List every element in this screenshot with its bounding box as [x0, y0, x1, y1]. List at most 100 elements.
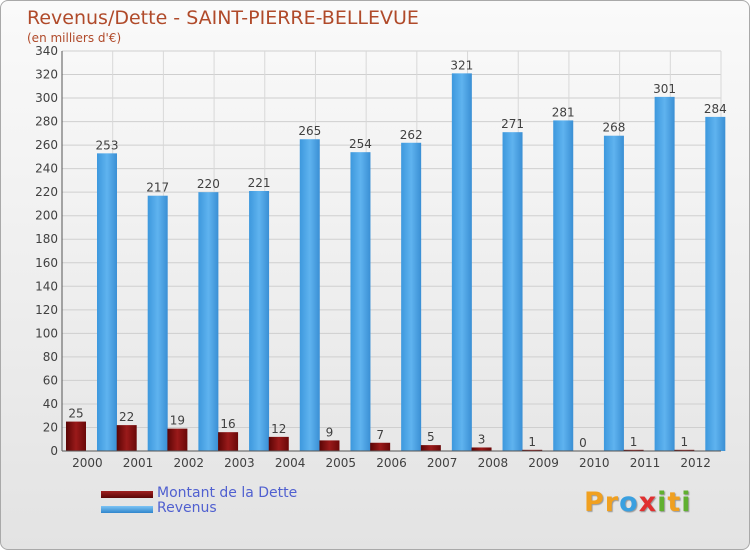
data-label-revenus: 217	[146, 181, 169, 195]
data-label-dette: 16	[220, 417, 235, 431]
logo-letter: P	[584, 487, 605, 518]
bar-dette	[623, 449, 644, 451]
bar-dette	[420, 445, 441, 451]
x-tick-label: 2010	[579, 456, 610, 470]
y-tick-label: 60	[43, 373, 58, 387]
x-tick-label: 2007	[427, 456, 458, 470]
bars-layer	[66, 73, 726, 452]
bar-dette	[116, 425, 137, 451]
x-tick-label: 2012	[680, 456, 711, 470]
data-label-revenus: 262	[400, 128, 423, 142]
logo-letter: i	[681, 487, 692, 518]
logo-letter: t	[667, 487, 682, 518]
bar-revenus	[401, 142, 422, 451]
chart-title: Revenus/Dette - SAINT-PIERRE-BELLEVUE	[27, 7, 419, 29]
data-label-dette: 12	[271, 422, 286, 436]
bar-revenus	[147, 195, 168, 451]
data-label-revenus: 220	[197, 177, 220, 191]
x-tick-label: 2006	[376, 456, 407, 470]
bar-dette	[167, 428, 188, 451]
chart-subtitle: (en milliers d'€)	[27, 31, 122, 45]
y-tick-label: 180	[35, 232, 58, 246]
data-label-dette: 0	[579, 436, 587, 450]
bar-revenus	[705, 116, 726, 451]
data-label-revenus: 265	[298, 124, 321, 138]
y-tick-label: 120	[35, 303, 58, 317]
data-label-revenus: 284	[704, 102, 727, 116]
logo-letter: r	[604, 487, 620, 518]
y-tick-label: 260	[35, 138, 58, 152]
bar-revenus	[553, 120, 574, 451]
y-tick-label: 340	[35, 44, 58, 58]
y-tick-label: 200	[35, 209, 58, 223]
y-tick-label: 160	[35, 256, 58, 270]
y-tick-label: 40	[43, 397, 58, 411]
bar-dette	[471, 447, 492, 451]
legend-swatch-revenus	[101, 506, 153, 513]
data-label-revenus: 321	[450, 58, 473, 72]
bar-dette	[218, 432, 239, 451]
y-tick-label: 300	[35, 91, 58, 105]
data-label-dette: 25	[68, 407, 83, 421]
data-label-dette: 5	[427, 430, 435, 444]
data-label-dette: 1	[630, 435, 638, 449]
bar-revenus	[654, 96, 675, 451]
axis-layer: 0204060801001201401601802002202402602803…	[35, 44, 721, 470]
x-tick-label: 2001	[123, 456, 154, 470]
bar-dette	[268, 436, 289, 451]
logo-letter: o	[619, 487, 639, 518]
x-tick-label: 2004	[275, 456, 306, 470]
data-label-dette: 3	[478, 432, 486, 446]
bar-revenus	[198, 192, 219, 452]
y-tick-label: 280	[35, 115, 58, 129]
data-label-revenus: 281	[552, 105, 575, 119]
bar-revenus	[97, 153, 117, 451]
data-label-dette: 1	[528, 435, 536, 449]
x-tick-label: 2005	[326, 456, 357, 470]
data-label-revenus: 221	[248, 176, 271, 190]
y-tick-label: 140	[35, 279, 58, 293]
proxiti-logo: Proxiti	[584, 487, 692, 518]
bar-revenus	[299, 139, 320, 451]
y-tick-label: 220	[35, 185, 58, 199]
y-tick-label: 320	[35, 68, 58, 82]
x-tick-label: 2003	[224, 456, 255, 470]
x-tick-label: 2008	[478, 456, 509, 470]
data-label-revenus: 268	[602, 121, 625, 135]
bar-dette	[674, 449, 695, 451]
data-label-dette: 22	[119, 410, 134, 424]
bar-dette	[319, 440, 340, 451]
data-label-dette: 7	[376, 428, 384, 442]
data-label-revenus: 254	[349, 137, 372, 151]
logo-letter: x	[638, 487, 658, 518]
logo-letter: i	[657, 487, 668, 518]
data-label-revenus: 301	[653, 82, 676, 96]
bar-dette	[66, 421, 86, 451]
bar-dette	[370, 442, 391, 451]
y-tick-label: 0	[50, 444, 58, 458]
bar-revenus	[350, 152, 371, 452]
bar-revenus	[502, 132, 523, 452]
data-label-dette: 1	[680, 435, 688, 449]
x-tick-label: 2009	[528, 456, 559, 470]
x-tick-label: 2002	[173, 456, 204, 470]
bar-revenus	[603, 135, 624, 452]
y-tick-label: 80	[43, 350, 58, 364]
bar-revenus	[451, 73, 472, 452]
legend-label-dette: Montant de la Dette	[157, 485, 298, 501]
bar-revenus	[249, 191, 270, 451]
legend-label-revenus: Revenus	[157, 500, 217, 516]
y-tick-label: 20	[43, 420, 58, 434]
labels-layer: 25 253 22 217 19 220 16 221 12 265 9 254 7 262 5 321 3 27…	[68, 58, 726, 450]
x-tick-label: 2011	[630, 456, 661, 470]
bar-dette	[522, 449, 543, 451]
data-label-revenus: 253	[96, 138, 119, 152]
y-tick-label: 240	[35, 162, 58, 176]
data-label-dette: 19	[170, 414, 185, 428]
data-label-dette: 9	[326, 425, 334, 439]
data-label-revenus: 271	[501, 117, 524, 131]
x-tick-label: 2000	[72, 456, 103, 470]
y-tick-label: 100	[35, 326, 58, 340]
